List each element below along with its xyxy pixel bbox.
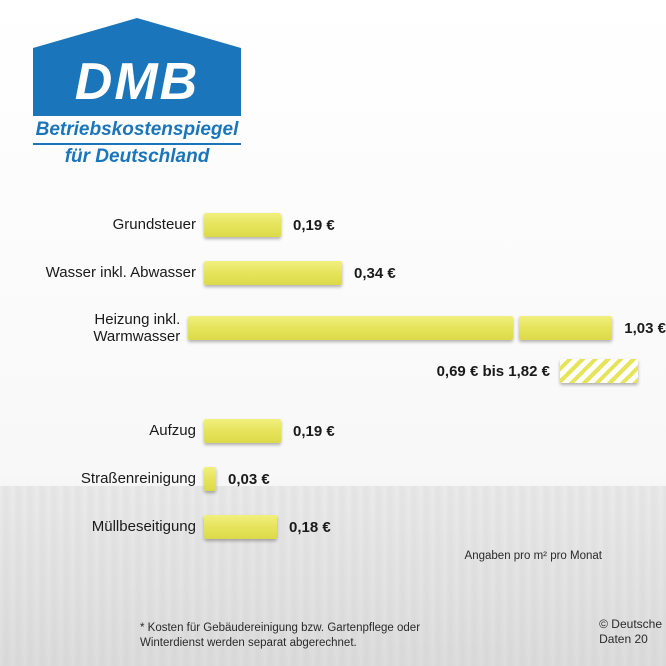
- bar: [204, 261, 342, 285]
- footnote: * Kosten für Gebäudereinigung bzw. Garte…: [140, 621, 420, 650]
- bar: [204, 515, 277, 539]
- bar-label: Wasser inkl. Abwasser: [0, 264, 204, 281]
- bar-label: Grundsteuer: [0, 216, 204, 233]
- bar: [204, 467, 216, 491]
- bar-value: 0,18 €: [277, 519, 331, 536]
- unit-note: Angaben pro m² pro Monat: [465, 550, 602, 562]
- range-row: 0,69 € bis 1,82 €: [0, 358, 666, 384]
- bar-label: Aufzug: [0, 422, 204, 439]
- bar: [204, 419, 281, 443]
- bar-chart: Grundsteuer 0,19 € Wasser inkl. Abwasser…: [0, 212, 666, 562]
- bar-row: Grundsteuer 0,19 €: [0, 212, 666, 238]
- bar-label: Straßenreinigung: [0, 470, 204, 487]
- logo-abbrev: DMB: [75, 52, 199, 112]
- range-hatched-bar: [560, 359, 638, 383]
- bar-row: Müllbeseitigung 0,18 €: [0, 514, 666, 540]
- bar-row: Heizung inkl.Warmwasser 1,03 €: [0, 308, 666, 348]
- bar-broken: [188, 316, 612, 340]
- bar-value: 0,03 €: [216, 471, 270, 488]
- logo-divider: [33, 143, 241, 145]
- logo-roof-shape: [33, 18, 241, 48]
- bar-row: Straßenreinigung 0,03 €: [0, 466, 666, 492]
- bar-segment: [519, 316, 612, 340]
- dmb-logo: DMB Betriebskostenspiegel für Deutschlan…: [22, 18, 252, 168]
- copyright-line1: © Deutsche: [599, 617, 662, 631]
- bar-value: 0,19 €: [281, 217, 335, 234]
- bar-row: Aufzug 0,19 €: [0, 418, 666, 444]
- copyright: © Deutsche Daten 20: [599, 617, 662, 648]
- logo-subtitle-1: Betriebskostenspiegel: [22, 119, 252, 141]
- bar-row: Wasser inkl. Abwasser 0,34 €: [0, 260, 666, 286]
- bar: [204, 213, 281, 237]
- range-note: 0,69 € bis 1,82 €: [0, 363, 560, 380]
- logo-body: DMB: [33, 48, 241, 116]
- bar-value: 0,34 €: [342, 265, 396, 282]
- copyright-line2: Daten 20: [599, 632, 648, 646]
- bar-value: 1,03 €: [612, 320, 666, 337]
- bar-label: Heizung inkl.Warmwasser: [0, 311, 188, 346]
- bar-segment: [188, 316, 513, 340]
- bar-label: Müllbeseitigung: [0, 518, 204, 535]
- logo-subtitle-2: für Deutschland: [22, 146, 252, 168]
- bar-value: 0,19 €: [281, 423, 335, 440]
